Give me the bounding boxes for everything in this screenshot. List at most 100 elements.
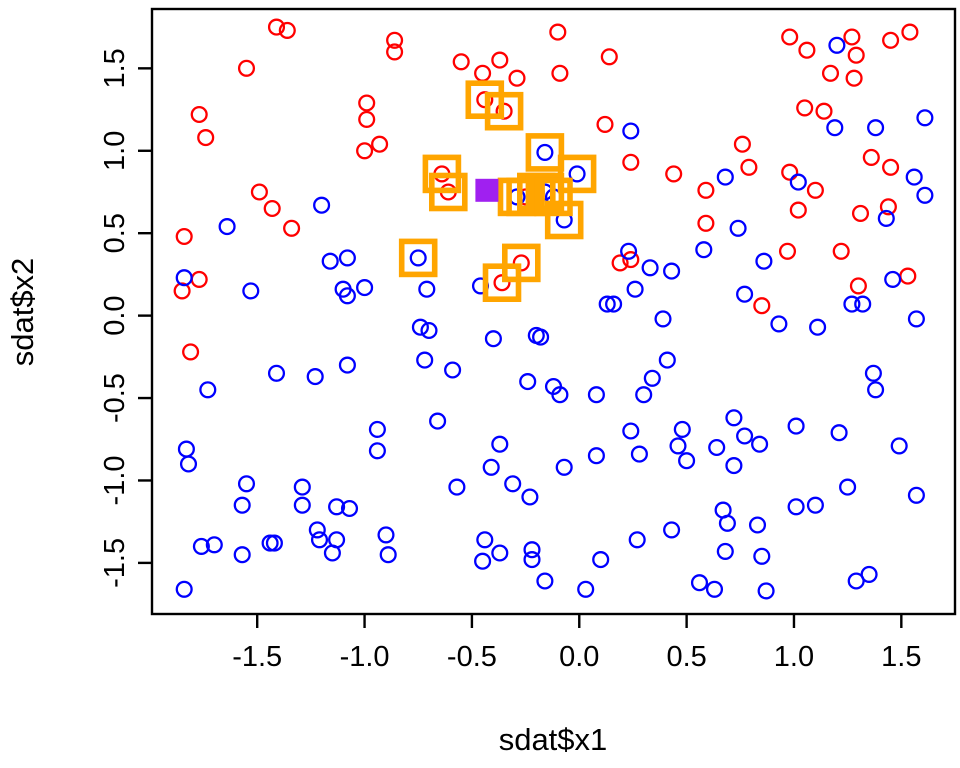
data-point-blue [828, 36, 846, 54]
data-point-red [175, 227, 193, 246]
data-point-red [740, 158, 758, 176]
y-axis-ticks: -1.5 -1.0 -0.5 0.0 0.5 1.0 1.5 [99, 48, 152, 588]
data-point-red [851, 204, 870, 222]
data-point-blue [643, 369, 661, 387]
data-point-blue [864, 364, 882, 382]
knn-neighbor-square [557, 154, 597, 194]
data-point-blue [641, 259, 659, 277]
plot-border [150, 7, 957, 616]
data-point-red [358, 110, 376, 128]
data-point-blue [179, 455, 198, 473]
data-point-blue [598, 295, 616, 313]
data-point-blue [377, 526, 395, 544]
data-point-blue [536, 143, 554, 161]
data-point-blue [519, 373, 537, 391]
data-point-blue [420, 321, 438, 340]
data-point-blue [806, 496, 824, 514]
data-point-red [474, 64, 492, 82]
data-point-blue [787, 498, 805, 516]
data-point-blue [429, 412, 447, 430]
data-point-red [781, 163, 799, 181]
data-point-blue [690, 574, 709, 592]
data-point-red [476, 91, 494, 109]
data-point-red [733, 135, 751, 153]
y-tick-label: 0.5 [99, 213, 131, 253]
data-point-blue [482, 458, 500, 476]
data-point-blue [654, 310, 672, 328]
data-point-blue [705, 580, 724, 598]
data-point-red [197, 129, 215, 147]
data-point-blue [532, 328, 550, 346]
x-axis-title: sdat$x1 [499, 722, 608, 757]
data-point-blue [504, 475, 522, 493]
data-point-blue [568, 165, 586, 183]
data-point-blue [716, 542, 734, 560]
x-axis-ticks: -1.5 -1.0 -0.5 0.0 0.5 1.0 1.5 [232, 614, 921, 673]
data-point-blue [323, 544, 341, 562]
data-point-blue [368, 420, 386, 438]
knn-neighbor-square [482, 263, 522, 303]
x-tick-label: -1.5 [232, 641, 282, 673]
data-point-blue [265, 534, 283, 552]
data-point-blue [338, 287, 356, 305]
data-point-blue [622, 122, 640, 140]
data-point-red [753, 297, 771, 315]
data-point-blue [626, 280, 644, 298]
data-point-red [250, 183, 268, 201]
data-point-blue [267, 364, 286, 382]
data-point-red [882, 31, 900, 49]
data-point-blue [521, 488, 539, 506]
y-axis-title: sdat$x2 [5, 258, 40, 367]
data-point-blue [854, 295, 872, 313]
data-point-red [358, 94, 376, 112]
knn-neighbor-square [506, 177, 545, 217]
data-point-blue [310, 531, 329, 549]
data-point-red [815, 102, 833, 120]
knn-neighbor-square [525, 172, 565, 212]
data-point-blue [293, 496, 311, 514]
data-point-blue [725, 409, 743, 427]
data-point-red [495, 102, 513, 120]
data-point-blue [770, 315, 788, 333]
data-point-blue [340, 499, 359, 518]
data-point-red [697, 214, 715, 232]
x-tick-label: 0.5 [666, 641, 706, 673]
data-point-red [356, 142, 374, 160]
knn-neighbor-square [525, 133, 565, 172]
data-point-blue [416, 351, 434, 369]
data-point-blue [368, 442, 386, 460]
data-point-red [549, 23, 567, 41]
data-point-red [899, 267, 917, 285]
y-tick-label: -1.5 [99, 538, 131, 588]
data-point-blue [826, 119, 844, 137]
data-point-blue [673, 420, 691, 438]
data-point-blue [605, 295, 623, 313]
data-point-blue [736, 285, 754, 303]
y-tick-label: -0.5 [99, 373, 131, 423]
data-point-blue [695, 241, 713, 259]
data-point-red [798, 41, 816, 59]
data-point-red [551, 64, 569, 82]
data-point-blue [725, 457, 743, 475]
data-point-blue [192, 537, 210, 555]
data-point-blue [523, 551, 541, 569]
data-point-blue [409, 249, 427, 267]
data-point-blue [551, 386, 569, 404]
data-point-blue [491, 435, 509, 453]
data-point-red [600, 48, 618, 66]
data-point-red [283, 219, 301, 237]
data-point-blue [233, 546, 251, 564]
y-tick-label: 1.5 [99, 48, 131, 88]
data-point-blue [916, 109, 934, 127]
data-point-red [611, 254, 629, 272]
data-point-red [796, 99, 814, 117]
data-point-blue [321, 252, 339, 270]
data-point-blue [577, 580, 595, 598]
data-point-red [806, 181, 824, 199]
data-point-red [781, 28, 799, 46]
data-point-blue [237, 475, 256, 493]
data-point-blue [877, 209, 895, 227]
data-point-blue [830, 424, 848, 442]
data-point-red [190, 270, 208, 288]
